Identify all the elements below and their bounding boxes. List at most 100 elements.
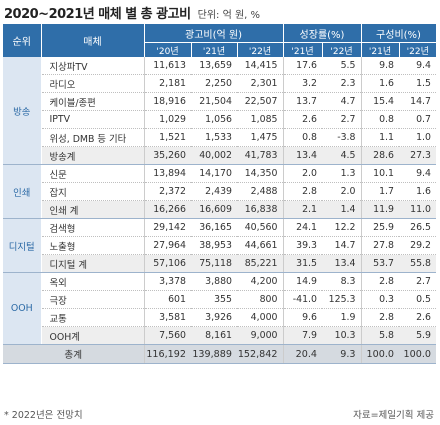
header-year: '22년 [237,42,284,57]
cell-value: 53.7 [361,254,399,273]
cell-value: 7.9 [283,326,322,345]
grand-total-row: 총계 116,192 139,889 152,842 20.4 9.3 100.… [3,344,436,364]
cell-value: 4.7 [322,92,362,111]
cell-value: 11,613 [144,57,191,75]
table-row: OOH 옥외 3,378 3,880 4,200 14.9 8.3 2.8 2.… [3,272,436,345]
cell-value: 1,533 [191,128,237,147]
cell-value: 57,106 [144,254,191,273]
cell-value: 2,488 [237,182,284,201]
page-title: 2020~2021년 매체 별 총 광고비 [4,7,191,22]
cell-value: -41.0 [283,290,322,309]
header-year: '21년 [361,42,400,57]
media-name: 극장 [41,290,145,309]
header-growth: 성장률(%) [283,24,362,43]
cell-value: 100.0 [361,344,399,364]
subtotal-row: OOH계 7,560 8,161 9,000 7.9 10.3 5.8 5.9 [3,326,436,345]
cell-value: 16,266 [144,200,191,219]
cell-value: 5.5 [322,57,362,75]
cell-value: 14.7 [399,92,436,111]
cell-value: 10.1 [361,164,399,183]
cell-value: 2,250 [191,74,237,93]
section-label-digital: 디지털 [3,218,42,273]
cell-value: 20.4 [283,344,322,364]
header-rank: 순위 [3,24,42,57]
cell-value: 22,507 [237,92,284,111]
grand-total-label: 총계 [3,344,145,364]
unit-label: 단위: 억 원, % [197,10,261,21]
cell-value: 27.8 [361,236,399,255]
media-name: 교통 [41,308,145,327]
header-year: '22년 [399,42,436,57]
table-row: 잡지 2,372 2,439 2,488 2.8 2.0 1.7 1.6 [3,182,436,201]
cell-value: 13,894 [144,164,191,183]
cell-value: 100.0 [399,344,436,364]
header-row-top: 순위 매체 광고비(억 원) 성장률(%) 구성비(%) [3,24,437,57]
cell-value: 1,085 [237,110,284,129]
cell-value: 3,926 [191,308,237,327]
cell-value: 14,170 [191,164,237,183]
cell-value: 5.8 [361,326,399,345]
cell-value: 2,181 [144,74,191,93]
footer: * 2022년은 전망치 자료=제일기획 제공 [4,407,434,421]
cell-value: 35,260 [144,146,191,165]
cell-value: -3.8 [322,128,362,147]
media-name: 케이블/종편 [41,92,145,111]
table-row: 방송 지상파TV 11,613 13,659 14,415 17.6 5.5 9… [3,57,436,165]
cell-value: 1,475 [237,128,284,147]
cell-value: 2,439 [191,182,237,201]
header-year: '22년 [322,42,362,57]
cell-value: 31.5 [283,254,322,273]
table-row: 위성, DMB 등 기타 1,521 1,533 1,475 0.8 -3.8 … [3,128,436,147]
cell-value: 13.7 [283,92,322,111]
cell-value: 152,842 [237,344,284,364]
cell-value: 3,581 [144,308,191,327]
cell-value: 39.3 [283,236,322,255]
table-row: 인쇄 신문 13,894 14,170 14,350 2.0 1.3 10.1 … [3,164,436,219]
cell-value: 800 [237,290,284,309]
cell-value: 3,378 [144,272,191,291]
cell-value: 27,964 [144,236,191,255]
cell-value: 2.1 [283,200,322,219]
cell-value: 0.5 [399,290,436,309]
cell-value: 2.0 [283,164,322,183]
cell-value: 17.6 [283,57,322,75]
cell-value: 16,838 [237,200,284,219]
cell-value: 5.9 [399,326,436,345]
cell-value: 15.4 [361,92,399,111]
cell-value: 16,609 [191,200,237,219]
table-row: 케이블/종편 18,916 21,504 22,507 13.7 4.7 15.… [3,92,436,111]
cell-value: 2.8 [361,308,399,327]
table-row: 디지털 검색형 29,142 36,165 40,560 24.1 12.2 2… [3,218,436,273]
section-label-broadcast: 방송 [3,57,42,165]
cell-value: 40,002 [191,146,237,165]
cell-value: 8.3 [322,272,362,291]
header-year: '21년 [283,42,323,57]
media-name: IPTV [41,110,145,129]
cell-value: 1,521 [144,128,191,147]
media-name: 라디오 [41,74,145,93]
media-name: 지상파TV [41,57,145,75]
cell-value: 75,118 [191,254,237,273]
cell-value: 85,221 [237,254,284,273]
cell-value: 24.1 [283,218,322,237]
table-row: 라디오 2,181 2,250 2,301 3.2 2.3 1.6 1.5 [3,74,436,93]
cell-value: 1.6 [361,74,399,93]
cell-value: 2.6 [399,308,436,327]
subtotal-row: 방송계 35,260 40,002 41,783 13.4 4.5 28.6 2… [3,146,436,165]
cell-value: 2.8 [283,182,322,201]
cell-value: 14,350 [237,164,284,183]
cell-value: 2.7 [322,110,362,129]
cell-value: 0.8 [361,110,399,129]
cell-value: 1,029 [144,110,191,129]
media-name: 검색형 [41,218,145,237]
cell-value: 40,560 [237,218,284,237]
cell-value: 3,880 [191,272,237,291]
cell-value: 11.0 [399,200,436,219]
cell-value: 2.8 [361,272,399,291]
cell-value: 4,200 [237,272,284,291]
cell-value: 55.8 [399,254,436,273]
cell-value: 1.6 [399,182,436,201]
cell-value: 1.0 [399,128,436,147]
cell-value: 125.3 [322,290,362,309]
cell-value: 9.4 [399,164,436,183]
